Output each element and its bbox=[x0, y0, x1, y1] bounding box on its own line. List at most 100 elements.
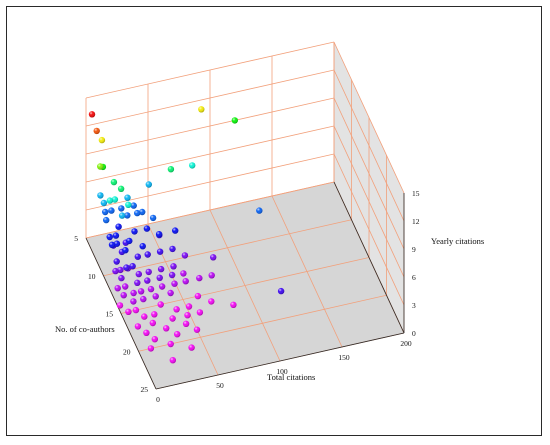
z-tick-label: 3 bbox=[412, 301, 416, 310]
data-point bbox=[125, 308, 132, 315]
data-point bbox=[144, 251, 151, 258]
side-wall-gridline-z bbox=[333, 125, 405, 278]
data-point bbox=[111, 196, 119, 203]
data-point bbox=[144, 277, 151, 284]
data-point bbox=[124, 212, 131, 219]
data-point bbox=[135, 270, 142, 278]
data-point bbox=[113, 240, 121, 247]
data-point bbox=[168, 271, 176, 279]
data-point bbox=[100, 199, 108, 207]
data-point bbox=[129, 263, 136, 270]
side-wall-gridline-z bbox=[333, 153, 405, 306]
x-tick-label: 0 bbox=[156, 395, 160, 404]
x-tick-label: 100 bbox=[276, 367, 288, 376]
data-point bbox=[256, 207, 263, 214]
data-point bbox=[102, 208, 109, 216]
y-tick-label: 25 bbox=[141, 385, 149, 394]
data-point bbox=[173, 306, 180, 313]
floor-gridline-y bbox=[138, 294, 387, 352]
data-point bbox=[167, 289, 174, 297]
data-point bbox=[120, 292, 127, 299]
data-point bbox=[118, 212, 126, 219]
data-point bbox=[163, 325, 170, 332]
data-point bbox=[106, 233, 113, 241]
data-point bbox=[189, 162, 196, 169]
data-point bbox=[139, 243, 146, 250]
data-point bbox=[88, 111, 96, 118]
data-point bbox=[134, 253, 141, 260]
data-point bbox=[145, 268, 152, 276]
back-wall-gridline-z bbox=[85, 181, 335, 239]
z-tick-label: 15 bbox=[412, 189, 420, 198]
data-point bbox=[137, 288, 145, 295]
data-point bbox=[182, 320, 190, 327]
data-point bbox=[208, 298, 215, 305]
data-point bbox=[117, 185, 125, 192]
data-point bbox=[198, 106, 205, 113]
data-point bbox=[139, 208, 146, 216]
data-point bbox=[170, 263, 177, 270]
data-point bbox=[141, 313, 148, 320]
data-point bbox=[130, 202, 137, 209]
data-point bbox=[122, 247, 129, 254]
data-point bbox=[185, 303, 193, 310]
data-point bbox=[110, 178, 118, 186]
z-tick-label: 6 bbox=[412, 273, 416, 282]
data-point bbox=[97, 163, 104, 170]
chart-tick-labels: 0 50 100 150 200 5 10 15 20 25 0 3 6 9 12 15 bbox=[74, 189, 420, 404]
data-point bbox=[112, 232, 120, 239]
data-point bbox=[131, 228, 138, 235]
data-point bbox=[149, 214, 157, 222]
data-point bbox=[140, 295, 147, 303]
data-point bbox=[210, 254, 217, 261]
data-point bbox=[169, 315, 176, 322]
data-point bbox=[147, 285, 155, 293]
data-point bbox=[230, 301, 237, 308]
data-point bbox=[130, 289, 137, 297]
data-point bbox=[143, 225, 151, 232]
floor-right-edge bbox=[333, 181, 405, 334]
data-point bbox=[208, 272, 215, 279]
data-point bbox=[125, 201, 132, 208]
x-tick-label: 150 bbox=[338, 353, 350, 362]
data-point bbox=[172, 227, 179, 234]
data-point bbox=[123, 264, 130, 271]
y-tick-label: 10 bbox=[88, 272, 96, 281]
data-point bbox=[117, 266, 124, 274]
y-tick-label: 5 bbox=[74, 234, 78, 243]
data-point bbox=[169, 357, 176, 364]
side-wall-gridline-z bbox=[333, 41, 405, 194]
data-point bbox=[103, 216, 110, 224]
data-point bbox=[152, 293, 159, 300]
data-point bbox=[108, 241, 116, 248]
data-point bbox=[151, 336, 158, 343]
chart-frame: 0 50 100 150 200 5 10 15 20 25 0 3 6 9 12 15 Total cita… bbox=[6, 6, 542, 436]
data-point bbox=[167, 166, 175, 173]
data-point bbox=[184, 312, 191, 319]
data-point bbox=[145, 181, 152, 188]
x-axis-label: Total citations bbox=[267, 372, 315, 382]
data-point bbox=[188, 344, 195, 351]
data-point bbox=[147, 345, 155, 352]
data-point bbox=[106, 197, 114, 204]
data-point bbox=[143, 329, 150, 336]
data-point bbox=[112, 267, 119, 275]
data-point bbox=[126, 237, 133, 245]
data-point bbox=[114, 285, 121, 292]
chart-points bbox=[88, 106, 285, 364]
side-wall-gridline-z bbox=[333, 97, 405, 250]
data-point bbox=[157, 265, 165, 273]
data-point bbox=[108, 207, 115, 214]
data-point bbox=[124, 194, 131, 201]
data-point bbox=[116, 302, 124, 309]
data-point bbox=[118, 274, 125, 282]
data-point bbox=[194, 292, 202, 300]
data-point bbox=[181, 252, 189, 259]
data-point bbox=[113, 258, 120, 265]
y-tick-label: 15 bbox=[106, 310, 114, 319]
data-point bbox=[151, 311, 158, 318]
data-point bbox=[167, 340, 174, 348]
data-point bbox=[196, 274, 203, 282]
side-wall-gridline-z bbox=[333, 69, 405, 222]
back-wall-gridline-z bbox=[85, 125, 335, 183]
